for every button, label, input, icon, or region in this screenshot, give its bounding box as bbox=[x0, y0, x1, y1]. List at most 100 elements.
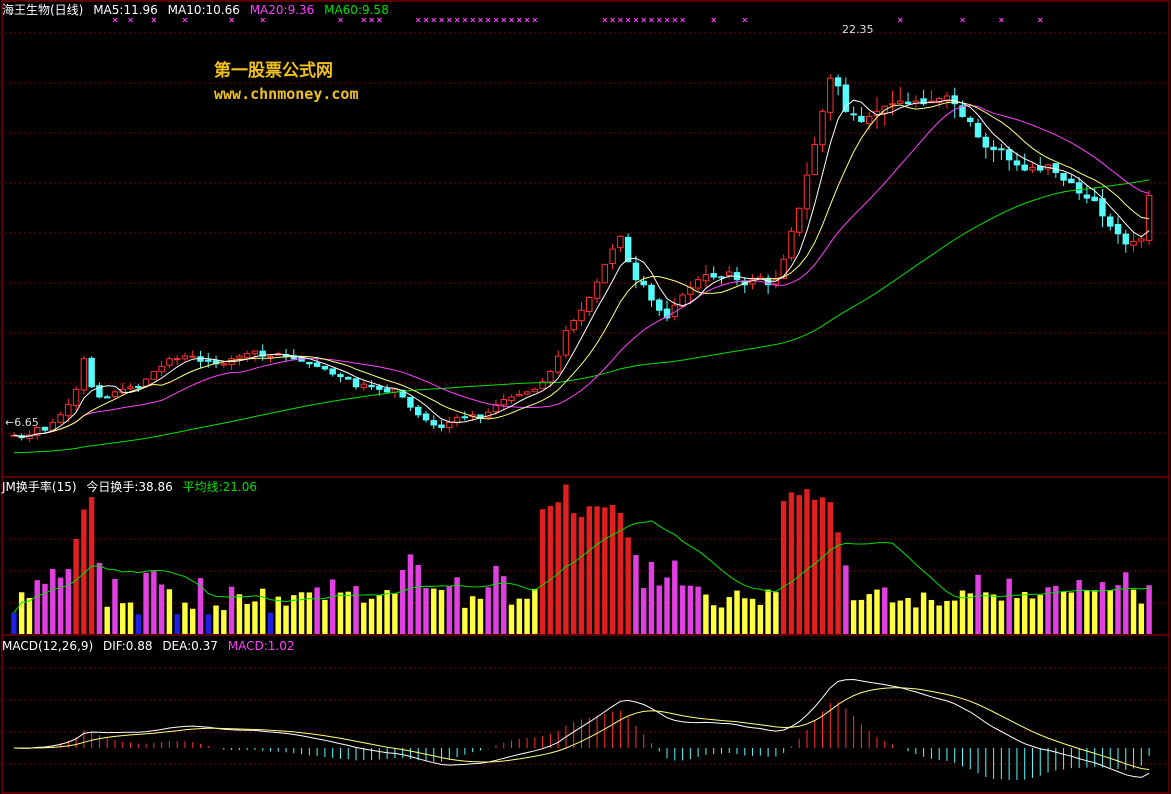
candle-body bbox=[897, 100, 904, 104]
candle-body bbox=[360, 383, 368, 389]
turnover-bar bbox=[298, 592, 305, 634]
signal-marker bbox=[470, 17, 475, 23]
turnover-bar bbox=[905, 597, 911, 634]
turnover-today: 今日换手:38.86 bbox=[86, 480, 173, 494]
candle-body bbox=[718, 276, 725, 279]
ma10-label: MA10:10.66 bbox=[167, 3, 240, 17]
candle-body bbox=[508, 396, 515, 401]
signal-marker bbox=[641, 17, 647, 23]
candle-body bbox=[943, 95, 951, 102]
turnover-bar bbox=[710, 605, 717, 634]
candle-body bbox=[376, 385, 383, 390]
candle-body bbox=[313, 362, 321, 367]
turnover-bar bbox=[687, 585, 694, 634]
turnover-bar bbox=[602, 507, 608, 634]
turnover-bar bbox=[1115, 585, 1121, 634]
candle-body bbox=[780, 258, 787, 279]
candle-body bbox=[158, 365, 165, 373]
candle-body bbox=[251, 350, 259, 355]
turnover-bar bbox=[1029, 598, 1036, 634]
signal-marker bbox=[524, 17, 530, 23]
turnover-bar bbox=[197, 578, 204, 634]
turnover-bar bbox=[65, 569, 72, 634]
candle-body bbox=[570, 319, 577, 331]
signal-marker bbox=[532, 17, 538, 23]
candle-body bbox=[531, 388, 539, 393]
turnover-bar bbox=[1014, 598, 1020, 634]
candle-body bbox=[609, 248, 616, 264]
turnover-bar bbox=[913, 607, 919, 634]
candle-body bbox=[96, 385, 103, 398]
candle-body bbox=[181, 355, 189, 360]
turnover-bar bbox=[780, 501, 787, 634]
candle-body bbox=[259, 350, 266, 357]
signal-marker bbox=[602, 17, 608, 23]
turnover-bar bbox=[252, 601, 258, 634]
candle-body bbox=[1122, 233, 1130, 245]
candle-body bbox=[1021, 164, 1028, 171]
turnover-bar bbox=[672, 560, 678, 634]
signal-marker bbox=[897, 17, 903, 23]
signal-marker bbox=[151, 17, 157, 23]
candle-body bbox=[321, 365, 329, 370]
macd-header: MACD(12,26,9) DIF:0.88 DEA:0.37 MACD:1.0… bbox=[2, 639, 300, 653]
turnover-bar bbox=[228, 586, 235, 634]
macd-value: MACD:1.02 bbox=[227, 639, 295, 653]
candle-body bbox=[220, 363, 228, 366]
turnover-bar bbox=[485, 587, 491, 634]
turnover-bar bbox=[18, 592, 25, 634]
turnover-bar bbox=[827, 502, 834, 634]
turnover-bar bbox=[34, 580, 40, 634]
candle-body bbox=[640, 280, 647, 286]
candle-body bbox=[1091, 196, 1098, 202]
candle-body bbox=[430, 420, 437, 426]
turnover-bar bbox=[936, 605, 942, 634]
turnover-bar bbox=[734, 590, 740, 634]
turnover-bar bbox=[555, 502, 561, 634]
turnover-bar bbox=[726, 597, 732, 634]
turnover-bar bbox=[975, 574, 981, 634]
turnover-bar bbox=[275, 596, 281, 634]
signal-marker bbox=[493, 17, 499, 23]
turnover-bar bbox=[944, 600, 950, 634]
candle-body bbox=[679, 294, 686, 307]
signal-marker bbox=[338, 17, 343, 23]
turnover-bar bbox=[866, 594, 872, 634]
candle-body bbox=[477, 414, 484, 418]
turnover-bar bbox=[889, 602, 896, 634]
candle-body bbox=[399, 389, 406, 398]
turnover-bar bbox=[571, 513, 577, 634]
turnover-bar bbox=[812, 499, 818, 634]
signal-marker bbox=[1037, 17, 1043, 23]
turnover-bar bbox=[625, 537, 631, 634]
candle-body bbox=[539, 381, 546, 389]
turnover-bar bbox=[1053, 585, 1059, 634]
turnover-bar bbox=[1091, 590, 1098, 634]
candle-body bbox=[1130, 240, 1137, 246]
turnover-avg-line bbox=[13, 520, 1150, 614]
turnover-bar bbox=[291, 595, 297, 634]
candle-body bbox=[1083, 194, 1091, 199]
signal-marker bbox=[361, 17, 367, 23]
turnover-bar bbox=[850, 600, 857, 634]
candle-body bbox=[1005, 149, 1013, 161]
turnover-bar bbox=[26, 597, 33, 634]
turnover-bar bbox=[283, 605, 289, 634]
turnover-bar bbox=[81, 509, 87, 634]
turnover-bar bbox=[1006, 578, 1012, 634]
candle-body bbox=[267, 355, 274, 358]
turnover-bar bbox=[454, 577, 460, 634]
turnover-bar bbox=[983, 592, 989, 634]
candle-body bbox=[352, 378, 360, 388]
signal-marker bbox=[999, 17, 1004, 23]
candle-body bbox=[189, 355, 196, 358]
macd-dea: DEA:0.37 bbox=[162, 639, 218, 653]
turnover-bar bbox=[221, 610, 227, 634]
candle-body bbox=[135, 386, 142, 389]
candle-body bbox=[554, 355, 562, 373]
turnover-bar bbox=[633, 555, 639, 634]
macd-dif: DIF:0.88 bbox=[102, 639, 153, 653]
candle-body bbox=[663, 308, 671, 319]
turnover-bar bbox=[835, 532, 841, 634]
